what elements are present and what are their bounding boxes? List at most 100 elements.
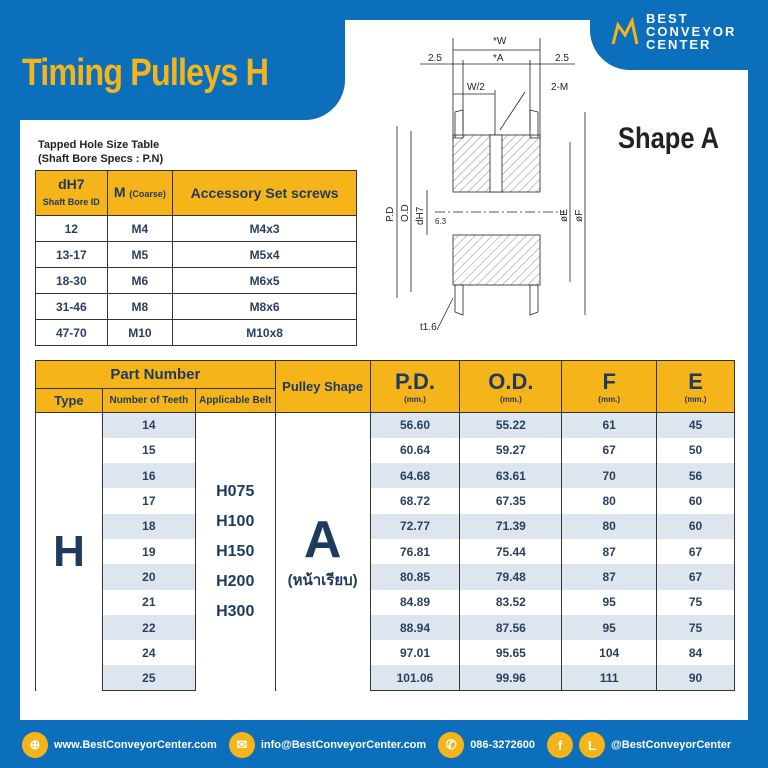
type-cell: H bbox=[35, 412, 103, 691]
teeth-cell: 20 bbox=[101, 564, 196, 590]
pd-cell: 68.72 bbox=[369, 488, 461, 514]
header-f: F (mm.) bbox=[561, 360, 658, 413]
shape-sub: (หน้าเรียบ) bbox=[287, 571, 358, 589]
label-roughness: 6.3 bbox=[435, 217, 447, 226]
e-cell: 60 bbox=[656, 513, 735, 539]
table-row: H 14 H075 H100 H150 H200 H300 A (หน้าเรียบ) 56.60… bbox=[35, 412, 735, 691]
pulley-spec-table: Part Number Pulley Shape P.D. (mm.) O.D.(… bbox=[35, 360, 735, 692]
e-cell: 60 bbox=[656, 488, 735, 514]
table-row: 20 80.85 79.48 87 67 bbox=[36, 564, 735, 590]
footer-email[interactable]: info@BestConveyorCenter.com bbox=[260, 739, 427, 751]
od-cell: 63.61 bbox=[459, 463, 563, 489]
phone-icon: ✆ bbox=[438, 732, 465, 758]
header-pd: P.D. (mm.) bbox=[369, 360, 461, 413]
label-w-half: W/2 bbox=[467, 82, 485, 93]
table-cell: M5x4 bbox=[172, 241, 357, 268]
table-row: 13-17 M5 M5x4 bbox=[35, 241, 357, 268]
table-row: 18-30 M6 M6x5 bbox=[35, 267, 357, 294]
belt-label: H075 bbox=[216, 482, 255, 500]
label-a: *A bbox=[493, 53, 504, 64]
teeth-cell: 16 bbox=[101, 463, 196, 489]
table-cell: M6 bbox=[106, 267, 174, 294]
footer-phone[interactable]: 086-3272600 bbox=[470, 739, 536, 751]
header-e: E (mm.) bbox=[656, 360, 735, 413]
table-row: 31-46 M8 M8x6 bbox=[35, 293, 357, 320]
teeth-cell: 14 bbox=[101, 412, 196, 438]
table-row: 22 88.94 87.56 95 75 bbox=[36, 614, 735, 641]
belt-label: H150 bbox=[216, 542, 255, 560]
e-cell: 67 bbox=[656, 538, 735, 565]
f-cell: 111 bbox=[561, 665, 658, 692]
table-cell: 13-17 bbox=[35, 241, 108, 268]
pd-cell: 56.60 bbox=[369, 412, 461, 438]
label-pd: P.D bbox=[385, 207, 396, 222]
teeth-cell: 18 bbox=[101, 513, 196, 539]
line-icon[interactable]: L bbox=[579, 732, 606, 758]
logo-banner bbox=[590, 0, 768, 70]
e-cell: 75 bbox=[656, 614, 735, 641]
footer: ⊕ www.BestConveyorCenter.com ✉ info@BestCo… bbox=[0, 728, 768, 762]
table-cell: 31-46 bbox=[35, 293, 108, 320]
table-cell: M4x3 bbox=[172, 215, 357, 242]
pd-cell: 101.06 bbox=[369, 665, 461, 692]
caption-line-2: (Shaft Bore Specs : P.N) bbox=[38, 153, 164, 165]
logo-icon bbox=[611, 16, 639, 44]
footer-website[interactable]: www.BestConveyorCenter.com bbox=[54, 739, 217, 751]
e-cell: 56 bbox=[656, 463, 735, 489]
header-teeth: Number of Teeth bbox=[101, 388, 196, 413]
caption-line-1: Tapped Hole Size Table bbox=[38, 139, 160, 151]
table-cell: 12 bbox=[35, 215, 108, 242]
table-cell: M8 bbox=[106, 293, 174, 320]
od-cell: 71.39 bbox=[459, 513, 563, 539]
od-cell: 87.56 bbox=[459, 614, 563, 641]
teeth-cell: 15 bbox=[101, 437, 196, 464]
table-cell: M5 bbox=[106, 241, 174, 268]
table-cell: M4 bbox=[106, 215, 174, 242]
logo-text-2: CONVEYOR bbox=[646, 24, 737, 39]
header-bore: dH7 Shaft Bore ID bbox=[35, 170, 108, 216]
table-row: 17 68.72 67.35 80 60 bbox=[36, 488, 735, 514]
table-row: 19 76.81 75.44 87 67 bbox=[36, 538, 735, 565]
logo: BEST CONVEYOR CENTER bbox=[610, 12, 736, 51]
footer-social[interactable]: @BestConveyorCenter bbox=[611, 739, 732, 751]
header-belt: Applicable Belt bbox=[194, 388, 276, 413]
table-cell: M10x8 bbox=[172, 319, 357, 346]
facebook-icon[interactable]: f bbox=[547, 732, 574, 758]
od-cell: 75.44 bbox=[459, 538, 563, 565]
table-row: 21 84.89 83.52 95 75 bbox=[36, 589, 735, 615]
label-w: *W bbox=[493, 36, 507, 47]
e-cell: 50 bbox=[656, 437, 735, 464]
logo-text-3: CENTER bbox=[646, 37, 712, 52]
table-cell: M8x6 bbox=[172, 293, 357, 320]
header-type: Type bbox=[35, 388, 103, 413]
globe-icon: ⊕ bbox=[22, 732, 48, 758]
teeth-cell: 21 bbox=[101, 589, 196, 615]
header-screw: Accessory Set screws bbox=[172, 170, 357, 216]
table-cell: M6x5 bbox=[172, 267, 357, 294]
pd-cell: 84.89 bbox=[369, 589, 461, 615]
label-dh7: dH7 bbox=[415, 206, 426, 225]
mail-icon: ✉ bbox=[228, 732, 255, 758]
label-2-5-right: 2.5 bbox=[555, 53, 569, 64]
label-t16: t1.6 bbox=[420, 322, 437, 333]
table-row: 12 M4 M4x3 bbox=[35, 215, 357, 242]
teeth-cell: 19 bbox=[101, 538, 196, 565]
teeth-cell: 25 bbox=[101, 665, 196, 692]
f-cell: 70 bbox=[561, 463, 658, 489]
header-shape: Pulley Shape bbox=[274, 360, 371, 413]
f-cell: 61 bbox=[561, 412, 658, 438]
tapped-table-caption: Tapped Hole Size Table (Shaft Bore Specs … bbox=[38, 138, 163, 166]
pd-cell: 88.94 bbox=[369, 614, 461, 641]
table-row: 47-70 M10 M10x8 bbox=[35, 319, 357, 346]
pd-cell: 76.81 bbox=[369, 538, 461, 565]
f-cell: 80 bbox=[561, 513, 658, 539]
e-cell: 45 bbox=[656, 412, 735, 438]
header-od: O.D. (mm.) bbox=[459, 360, 563, 413]
od-cell: 95.65 bbox=[459, 640, 563, 666]
pulley-drawing: *W *A 2.5 2.5 W/2 2-M P.D O.D dH7 6.3 øE… bbox=[385, 36, 586, 333]
f-cell: 80 bbox=[561, 488, 658, 514]
pd-cell: 60.64 bbox=[369, 437, 461, 464]
title-banner: Timing Pulleys H bbox=[0, 0, 345, 120]
label-e: øE bbox=[559, 209, 570, 222]
teeth-cell: 17 bbox=[101, 488, 196, 514]
